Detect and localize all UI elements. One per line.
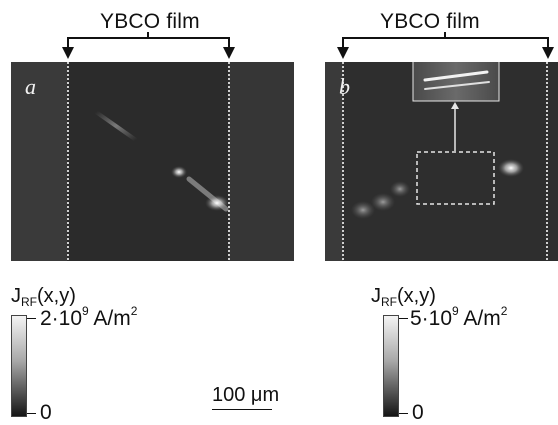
colorbar-title-a: JRF(x,y) (11, 285, 76, 309)
panel-letter-b: b (339, 74, 350, 99)
current-density-map-b (325, 62, 558, 261)
colorbar-a (11, 315, 27, 417)
colorbar-tick-max-a (27, 318, 36, 319)
hotspot-main-a (205, 195, 229, 211)
hotspot-main-b (498, 159, 524, 177)
film-bracket-b (337, 32, 554, 59)
colorbar-max-label-b: 5·109 A/m2 (410, 304, 508, 330)
hotspot-left-b (351, 201, 375, 219)
colorbar-min-label-b: 0 (412, 401, 424, 424)
current-density-map-a (11, 62, 294, 261)
scale-bar (212, 409, 272, 410)
colorbar-min-label-a: 0 (40, 401, 52, 424)
colorbar-tick-min-b (399, 413, 408, 414)
scale-bar-label: 100 μm (212, 384, 280, 406)
panel-letter-a: a (25, 74, 36, 99)
film-bracket-a (62, 32, 235, 59)
image-panel-a: a (11, 62, 294, 261)
film-label-b: YBCO film (380, 10, 480, 33)
colorbar-tick-max-b (399, 318, 408, 319)
colorbar-title-b: JRF(x,y) (371, 285, 436, 309)
film-label-a: YBCO film (100, 10, 200, 33)
current-streak-a (94, 110, 138, 142)
hotspot-small-a (171, 166, 187, 178)
selection-box-b (416, 151, 495, 205)
colorbar-tick-min-a (27, 413, 36, 414)
colorbar-b (383, 315, 399, 417)
colorbar-max-label-a: 2·109 A/m2 (40, 304, 138, 330)
image-panel-b: b (325, 62, 558, 261)
